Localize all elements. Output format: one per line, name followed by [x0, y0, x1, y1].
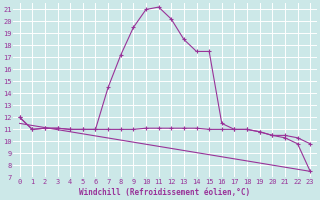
- X-axis label: Windchill (Refroidissement éolien,°C): Windchill (Refroidissement éolien,°C): [79, 188, 251, 197]
